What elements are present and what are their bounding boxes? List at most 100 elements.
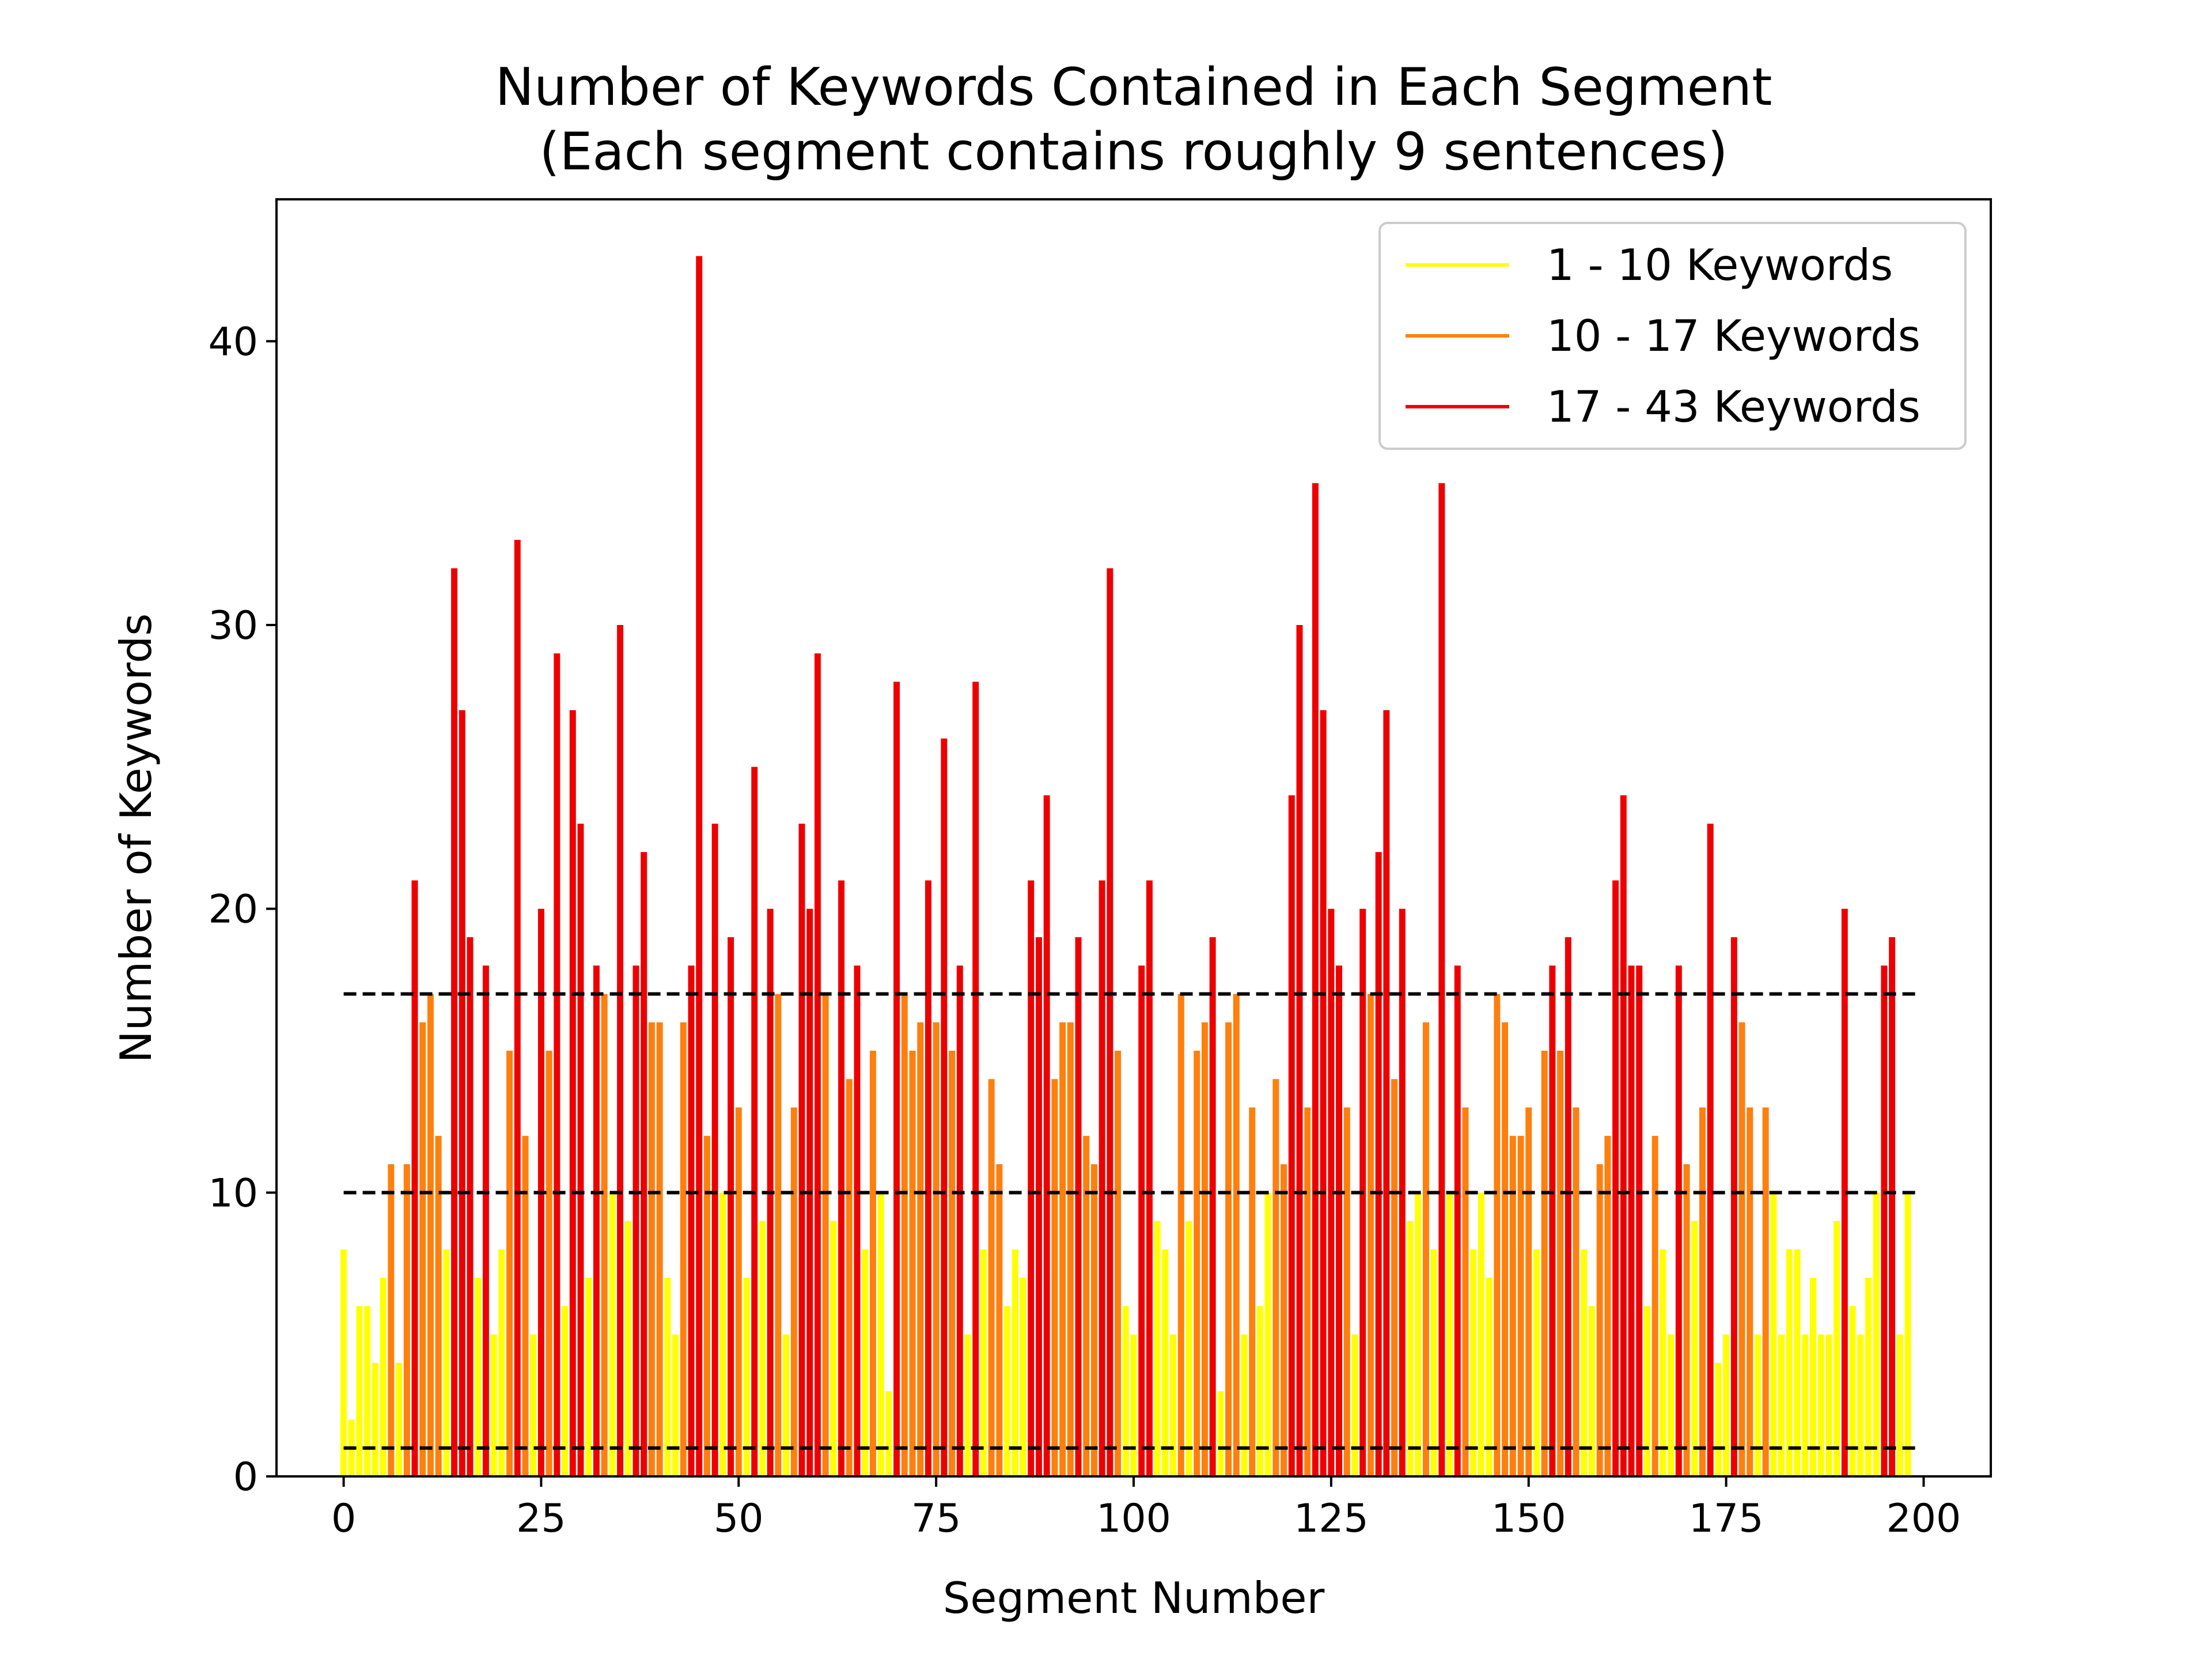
bar — [941, 738, 948, 1476]
bar — [751, 767, 758, 1476]
bar — [1715, 1362, 1722, 1476]
bar — [601, 994, 608, 1476]
bar — [1668, 1334, 1675, 1476]
bar — [632, 965, 639, 1476]
legend: 1 - 10 Keywords 10 - 17 Keywords 17 - 43 K… — [1378, 222, 1967, 450]
bar — [1028, 880, 1035, 1476]
bar — [609, 1192, 616, 1476]
bar — [893, 681, 900, 1476]
x-tick-label: 50 — [714, 1496, 764, 1541]
bar — [451, 568, 458, 1476]
bar — [680, 1022, 687, 1476]
bar — [1636, 965, 1643, 1476]
bar — [1730, 937, 1737, 1476]
bar — [1399, 908, 1406, 1476]
bar — [783, 1334, 790, 1476]
bar — [1375, 852, 1382, 1476]
y-tick-label: 0 — [233, 1455, 258, 1500]
bar — [482, 965, 489, 1476]
bar — [790, 1107, 797, 1476]
bar — [869, 1051, 876, 1476]
bar — [1004, 1306, 1011, 1476]
bar — [846, 1079, 853, 1476]
x-tick-label: 75 — [911, 1496, 961, 1541]
bar — [1904, 1192, 1911, 1476]
bar — [546, 1051, 552, 1476]
bar — [364, 1306, 371, 1476]
bar — [1794, 1249, 1801, 1476]
x-tick-label: 200 — [1887, 1496, 1961, 1541]
bar — [1652, 1135, 1658, 1476]
bar — [719, 1192, 726, 1476]
bar — [696, 256, 703, 1476]
bar — [411, 880, 418, 1476]
bar — [1588, 1306, 1595, 1476]
bar — [1533, 1249, 1540, 1476]
bar — [1817, 1334, 1824, 1476]
bar — [1841, 908, 1848, 1476]
bar — [1643, 1306, 1650, 1476]
bar — [909, 1051, 916, 1476]
bar — [1549, 965, 1556, 1476]
bar — [1351, 1334, 1358, 1476]
bar — [1122, 1306, 1129, 1476]
bar — [514, 540, 521, 1477]
bar — [735, 1107, 742, 1476]
bar — [356, 1306, 363, 1476]
bar — [838, 880, 845, 1476]
bar — [1683, 1164, 1690, 1476]
bar — [585, 1278, 592, 1476]
bar — [380, 1278, 387, 1476]
bar — [1612, 880, 1619, 1476]
y-tick-label: 10 — [208, 1171, 258, 1216]
bar — [798, 823, 805, 1476]
bar — [664, 1278, 671, 1476]
bar — [1849, 1306, 1856, 1476]
y-tick-label: 40 — [208, 319, 258, 365]
bar — [1438, 483, 1445, 1477]
x-axis-label: Segment Number — [943, 1573, 1325, 1623]
bar — [901, 994, 908, 1476]
x-tick-label: 100 — [1096, 1496, 1171, 1541]
bar — [1194, 1051, 1200, 1476]
bar — [1881, 965, 1888, 1476]
bar — [972, 681, 979, 1476]
bar — [877, 1192, 884, 1476]
bar — [577, 823, 584, 1476]
bar — [1201, 1022, 1208, 1476]
bar — [1304, 1107, 1311, 1476]
bar — [1209, 937, 1216, 1476]
bar — [1825, 1334, 1832, 1476]
bar — [1541, 1051, 1548, 1476]
x-axis-ticks: 0 25 50 75 100 125 150 175 200 — [331, 1476, 1961, 1541]
bar — [1517, 1135, 1524, 1476]
bar — [1067, 1022, 1074, 1476]
bar — [1256, 1306, 1263, 1476]
bar — [1035, 937, 1042, 1476]
bar — [688, 965, 695, 1476]
bar — [1723, 1334, 1730, 1476]
bar — [1478, 1192, 1484, 1476]
bar — [1889, 937, 1896, 1476]
bar — [1809, 1278, 1816, 1476]
legend-box — [1378, 222, 1967, 450]
chart-title-line-2: (Each segment contains roughly 9 sentenc… — [539, 122, 1728, 182]
bar — [1422, 1022, 1429, 1476]
bar — [593, 965, 600, 1476]
bar — [672, 1334, 679, 1476]
bar — [1391, 1079, 1398, 1476]
bar — [1620, 795, 1627, 1476]
x-tick-label: 150 — [1491, 1496, 1566, 1541]
bar — [459, 710, 465, 1476]
bar — [1320, 710, 1327, 1476]
threshold-lines — [343, 992, 1916, 1450]
bar — [1896, 1334, 1903, 1476]
bar — [372, 1362, 378, 1476]
bar — [435, 1135, 442, 1476]
bar — [1786, 1249, 1793, 1476]
bar — [885, 1391, 892, 1476]
bar — [925, 880, 931, 1476]
bar — [933, 1022, 940, 1476]
bar — [1343, 1107, 1350, 1476]
bar — [996, 1164, 1003, 1476]
